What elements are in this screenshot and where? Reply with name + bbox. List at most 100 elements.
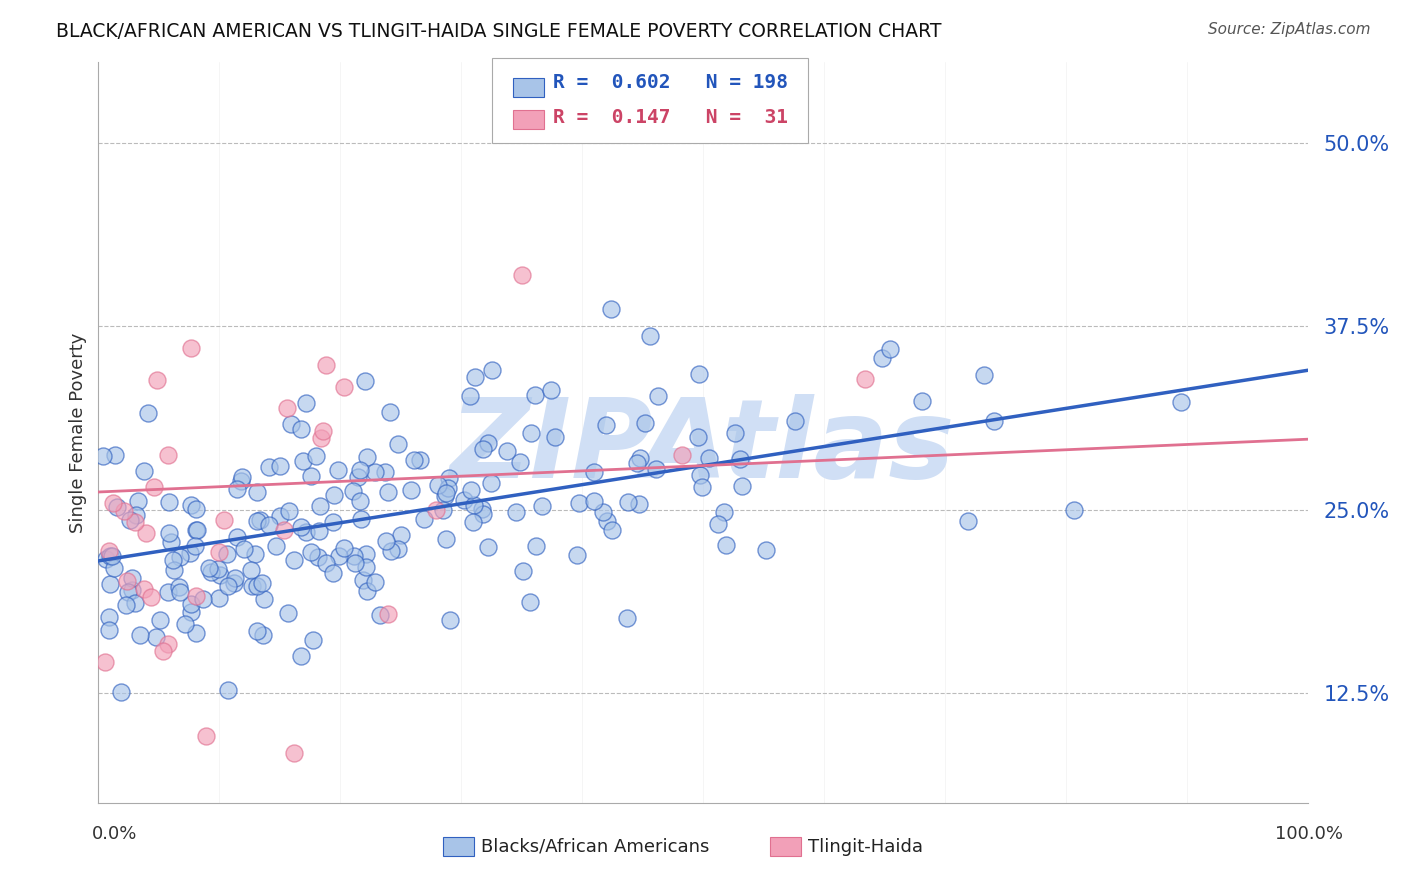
Point xyxy=(246,485,269,500)
Point xyxy=(783,414,806,428)
Point xyxy=(356,450,378,465)
Point xyxy=(302,632,325,647)
Point xyxy=(853,372,876,386)
Point xyxy=(134,582,156,597)
Point xyxy=(121,582,143,597)
Y-axis label: Single Female Poverty: Single Female Poverty xyxy=(69,333,87,533)
Point xyxy=(240,579,263,593)
Point xyxy=(592,505,614,519)
Point xyxy=(730,452,752,467)
Point xyxy=(354,547,377,561)
Point xyxy=(322,566,344,580)
Point xyxy=(121,571,143,585)
Point xyxy=(582,465,605,479)
Point xyxy=(463,498,485,512)
Point xyxy=(328,549,350,564)
Point xyxy=(307,549,329,564)
Point xyxy=(163,563,186,577)
Point xyxy=(125,508,148,522)
Point xyxy=(226,530,249,544)
Point xyxy=(427,478,450,492)
Point xyxy=(509,455,531,469)
Point xyxy=(688,368,710,382)
Point xyxy=(350,512,373,526)
Point xyxy=(245,514,267,528)
Point xyxy=(354,559,377,574)
Point xyxy=(283,553,305,567)
Point xyxy=(322,515,344,529)
Point xyxy=(333,541,356,555)
Point xyxy=(353,374,375,388)
Point xyxy=(94,552,117,566)
Point xyxy=(477,436,499,450)
Point xyxy=(364,465,387,479)
Point xyxy=(270,459,292,474)
Point xyxy=(692,479,714,493)
Point xyxy=(387,541,409,556)
Point xyxy=(627,497,650,511)
Point xyxy=(463,515,485,529)
Point xyxy=(246,624,269,638)
Point xyxy=(249,513,271,527)
Point xyxy=(347,470,370,484)
Point xyxy=(755,542,778,557)
Point xyxy=(98,610,121,624)
Point xyxy=(149,613,172,627)
Point xyxy=(257,459,280,474)
Point xyxy=(229,475,252,489)
Point xyxy=(98,576,121,591)
Point xyxy=(510,268,533,282)
Point xyxy=(568,496,591,510)
Point xyxy=(436,481,458,495)
Point xyxy=(290,648,312,663)
Text: ZIPAtlas: ZIPAtlas xyxy=(450,394,956,501)
Point xyxy=(277,504,299,518)
Point xyxy=(157,585,180,599)
Point xyxy=(273,524,295,538)
Point xyxy=(97,544,120,558)
Point xyxy=(309,431,332,445)
Point xyxy=(115,574,138,589)
Point xyxy=(872,351,894,366)
Point xyxy=(94,655,117,669)
Point xyxy=(344,557,367,571)
Point xyxy=(697,451,720,466)
Point xyxy=(911,394,934,409)
Point xyxy=(180,597,202,611)
Point xyxy=(707,517,730,532)
Point xyxy=(146,374,169,388)
Point xyxy=(713,505,735,519)
Point xyxy=(124,515,146,529)
Point xyxy=(217,683,239,698)
Point xyxy=(479,476,502,491)
Point xyxy=(453,492,475,507)
Point xyxy=(512,564,534,578)
Point xyxy=(195,729,218,743)
Point xyxy=(671,448,693,462)
Point xyxy=(179,546,201,560)
Point xyxy=(280,417,302,431)
Point xyxy=(322,488,344,502)
Point xyxy=(198,560,221,574)
Point xyxy=(157,448,180,462)
Point xyxy=(110,685,132,699)
Point xyxy=(477,541,499,555)
Point xyxy=(207,562,229,576)
Point xyxy=(186,523,208,537)
Point xyxy=(1170,395,1192,409)
Point xyxy=(104,448,127,462)
Point xyxy=(233,542,256,557)
Point xyxy=(117,585,139,599)
Text: R =  0.602   N = 198: R = 0.602 N = 198 xyxy=(553,73,787,93)
Point xyxy=(243,547,266,561)
Point xyxy=(252,591,274,606)
Point xyxy=(387,437,409,451)
Point xyxy=(292,454,315,468)
Point xyxy=(460,389,482,403)
Point xyxy=(567,548,589,562)
Point xyxy=(200,565,222,579)
Point xyxy=(312,424,335,438)
Point xyxy=(377,607,399,621)
Point xyxy=(364,574,387,589)
Point xyxy=(217,547,239,561)
